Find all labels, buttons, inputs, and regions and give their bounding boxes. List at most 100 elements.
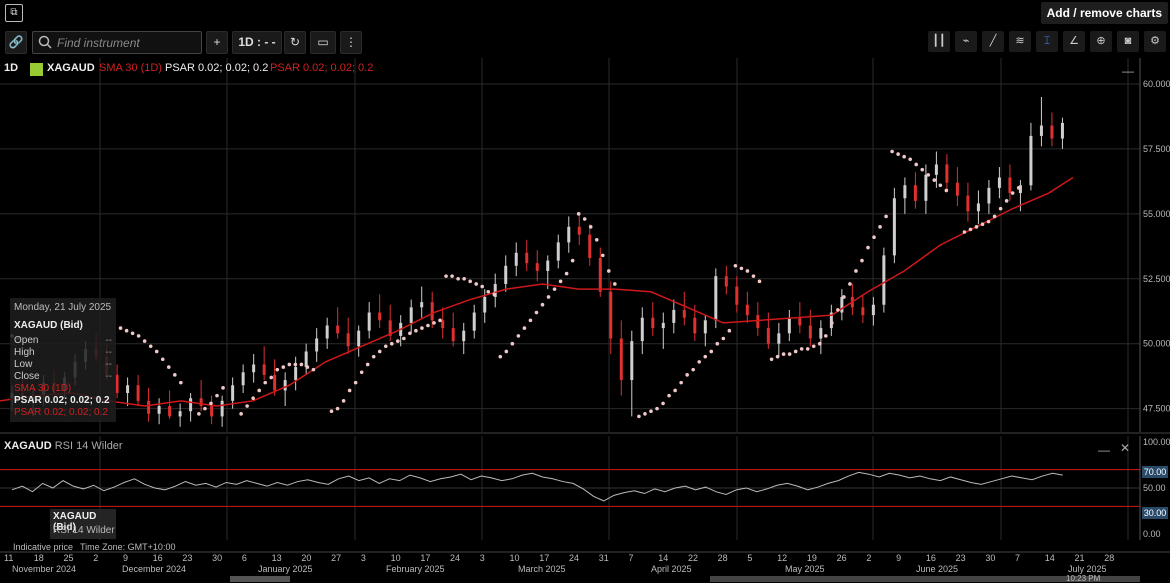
psar-dot [884,214,888,219]
app-menu-icon[interactable]: ⧉ [5,4,23,22]
analysis-icon[interactable]: ∠ [1063,31,1085,52]
psar-dot [221,386,225,390]
rsi-70-badge: 70.00 [1142,466,1168,478]
psar-dot [613,282,617,286]
psar-dot [414,328,418,333]
rsi-title: XAGAUD RSI 14 Wilder [4,440,123,452]
indicator-icon[interactable]: ⌁ [955,31,977,52]
psar-dot [383,344,388,349]
candle-body [630,341,634,381]
link-icon[interactable]: 🔗 [5,31,27,54]
psar-dot [528,318,533,323]
legend-open-value: -- [105,335,112,346]
psar-dot [866,245,870,250]
psar-dot [534,310,539,315]
candle-body [262,364,266,375]
y-tick-label: 55.000 [1143,209,1170,219]
psar-red-label[interactable]: PSAR 0.02; 0.02; 0.2 [270,62,374,74]
x-tick-label: 23 [182,553,192,563]
zoom-icon[interactable]: ⊕ [1090,31,1112,52]
legend-open-label: Open [14,335,39,346]
candle-body [640,317,644,342]
psar-dot [872,235,876,240]
legend-high-label: High [14,347,35,358]
psar-dot [118,326,123,330]
psar-dot [890,149,894,154]
minimize-rsi-icon[interactable]: — [1098,443,1110,457]
sma-line [0,176,1074,407]
psar-white-label[interactable]: PSAR 0.02; 0.02; 0.2 [165,62,269,74]
x-tick-label: 28 [1104,553,1114,563]
psar-dot [160,357,165,362]
search-input[interactable] [55,32,199,53]
x-tick-label: 21 [1075,553,1085,563]
psar-dot [588,225,593,229]
minimize-chart-icon[interactable]: — [1122,64,1134,78]
refresh-icon[interactable]: ↻ [284,31,306,54]
psar-dot [130,331,135,336]
x-tick-label: 9 [896,553,901,563]
psar-dot [805,347,810,351]
candle-body [357,330,361,347]
candle-body [808,325,812,339]
candle-body [945,164,949,183]
candle-body [871,304,875,316]
psar-dot [269,375,274,380]
candle-body [210,406,214,417]
cursor-icon[interactable]: ⌶ [1036,31,1058,52]
psar-dot [811,344,816,349]
x-month-label: June 2025 [916,564,958,574]
clock-label: 10:23 PM [1066,574,1101,583]
psar-dot [359,370,364,375]
symbol-label[interactable]: XAGAUD [47,62,95,74]
camera-icon[interactable]: ◙ [1117,31,1139,52]
scrollbar-handle [230,576,290,582]
sma-label[interactable]: SMA 30 (1D) [99,62,162,74]
draw-icon[interactable]: ╱ [982,31,1004,52]
y-tick-label: 52.500 [1143,274,1170,284]
close-rsi-icon[interactable]: ✕ [1120,441,1131,455]
add-instrument-button[interactable]: + [206,31,228,54]
x-tick-label: 11 [4,553,13,563]
x-tick-label: 27 [331,553,341,563]
psar-dot [305,365,310,369]
candle-body [756,315,760,329]
psar-dot [239,412,243,416]
rsi-label[interactable]: RSI 14 Wilder [54,440,123,452]
bars-icon[interactable]: ┃┃ [928,31,950,52]
candle-body [168,406,172,417]
psar-dot [691,367,695,372]
psar-dot [377,349,382,354]
psar-dot [299,362,304,367]
legend-psar-white: PSAR 0.02; 0.02; 0.2 [14,395,110,406]
chart-type-icon[interactable]: ▭ [310,31,336,54]
psar-dot [842,295,846,299]
x-tick-label: 18 [34,553,44,563]
timezone-label[interactable]: Time Zone: GMT+10:00 [80,542,176,552]
candle-body [840,296,844,313]
psar-dot [203,406,207,411]
add-remove-charts-button[interactable]: Add / remove charts [1040,2,1168,24]
candle-body [829,312,833,329]
layers-icon[interactable]: ≋ [1009,31,1031,52]
psar-dot [462,276,466,281]
psar-dot [685,373,689,377]
settings-icon[interactable]: ⚙ [1144,31,1166,52]
psar-dot [878,225,882,229]
candle-body [913,185,917,201]
psar-dot [287,362,292,367]
legend-sma: SMA 30 (1D) [14,383,72,394]
more-icon[interactable]: ⋮ [340,31,362,54]
psar-dot [371,354,376,359]
x-tick-label: 2 [93,553,98,563]
search-box[interactable] [32,31,202,54]
y-tick-label: 60.000 [1143,79,1170,89]
x-tick-label: 14 [658,553,668,563]
candle-body [462,330,466,342]
candle-body [934,164,938,175]
rsi-legend: XAGAUD (Bid) RSI 14 Wilder [50,509,116,539]
psar-dot [197,412,201,416]
x-tick-label: 16 [926,553,936,563]
timeframe-button[interactable]: 1D : - - [232,31,282,54]
psar-dot [637,414,641,419]
